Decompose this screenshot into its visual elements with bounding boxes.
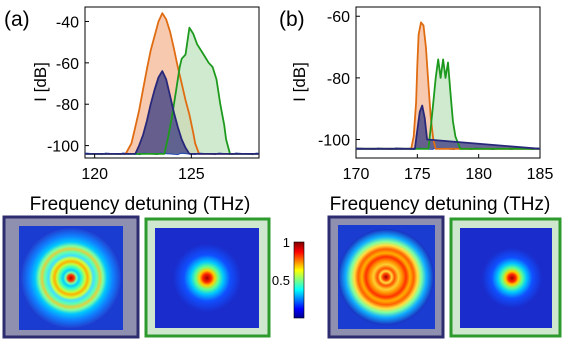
chart-a-ylabel: I [dB] — [31, 62, 50, 102]
chart-b-ytick-label: -100 — [318, 133, 350, 150]
chart-b-xtick-label: 175 — [404, 166, 431, 183]
chart-a-xtick-label: 120 — [81, 166, 108, 183]
panel-a-label: (a) — [4, 8, 30, 31]
image-3-speckle-pattern — [338, 229, 434, 325]
colorbar-tick-1: 1 — [283, 235, 290, 250]
image-1-ring-pattern — [21, 228, 121, 328]
chart-b-xtick-label: 185 — [527, 166, 554, 183]
chart-a-ytick-label: -100 — [47, 139, 79, 156]
chart-b-xtick-label: 170 — [343, 166, 370, 183]
chart-a-ytick-label: -60 — [56, 56, 79, 73]
chart-a-ytick-label: -40 — [56, 14, 79, 31]
colorbar: 1 0.5 — [272, 235, 304, 318]
image-2 — [146, 219, 269, 336]
colorbar-gradient — [294, 242, 304, 318]
chart-a-xlabel: Frequency detuning (THz) — [30, 194, 251, 215]
chart-b-xtick-label: 180 — [465, 166, 492, 183]
colorbar-tick-0.5: 0.5 — [272, 273, 290, 288]
image-4 — [451, 219, 560, 336]
image-3 — [329, 217, 443, 337]
image-4-spot — [482, 248, 542, 308]
chart-b-ytick-label: -80 — [327, 71, 350, 88]
image-2-spot — [173, 244, 241, 312]
chart-b: 170 175 180 185 -60 -80 -100 I [dB] Frequency … — [290, 7, 553, 215]
image-1 — [4, 217, 138, 337]
chart-b-ylabel: I [dB] — [290, 62, 309, 102]
chart-a-ytick-label: -80 — [56, 97, 79, 114]
chart-a: 120 125 -40 -60 -80 -100 I [dB] Frequency det… — [30, 7, 259, 215]
panel-b-label: (b) — [279, 8, 305, 31]
chart-b-xlabel: Frequency detuning (THz) — [330, 194, 551, 215]
chart-b-ytick-label: -60 — [327, 9, 350, 26]
chart-a-xtick-label: 125 — [178, 166, 205, 183]
